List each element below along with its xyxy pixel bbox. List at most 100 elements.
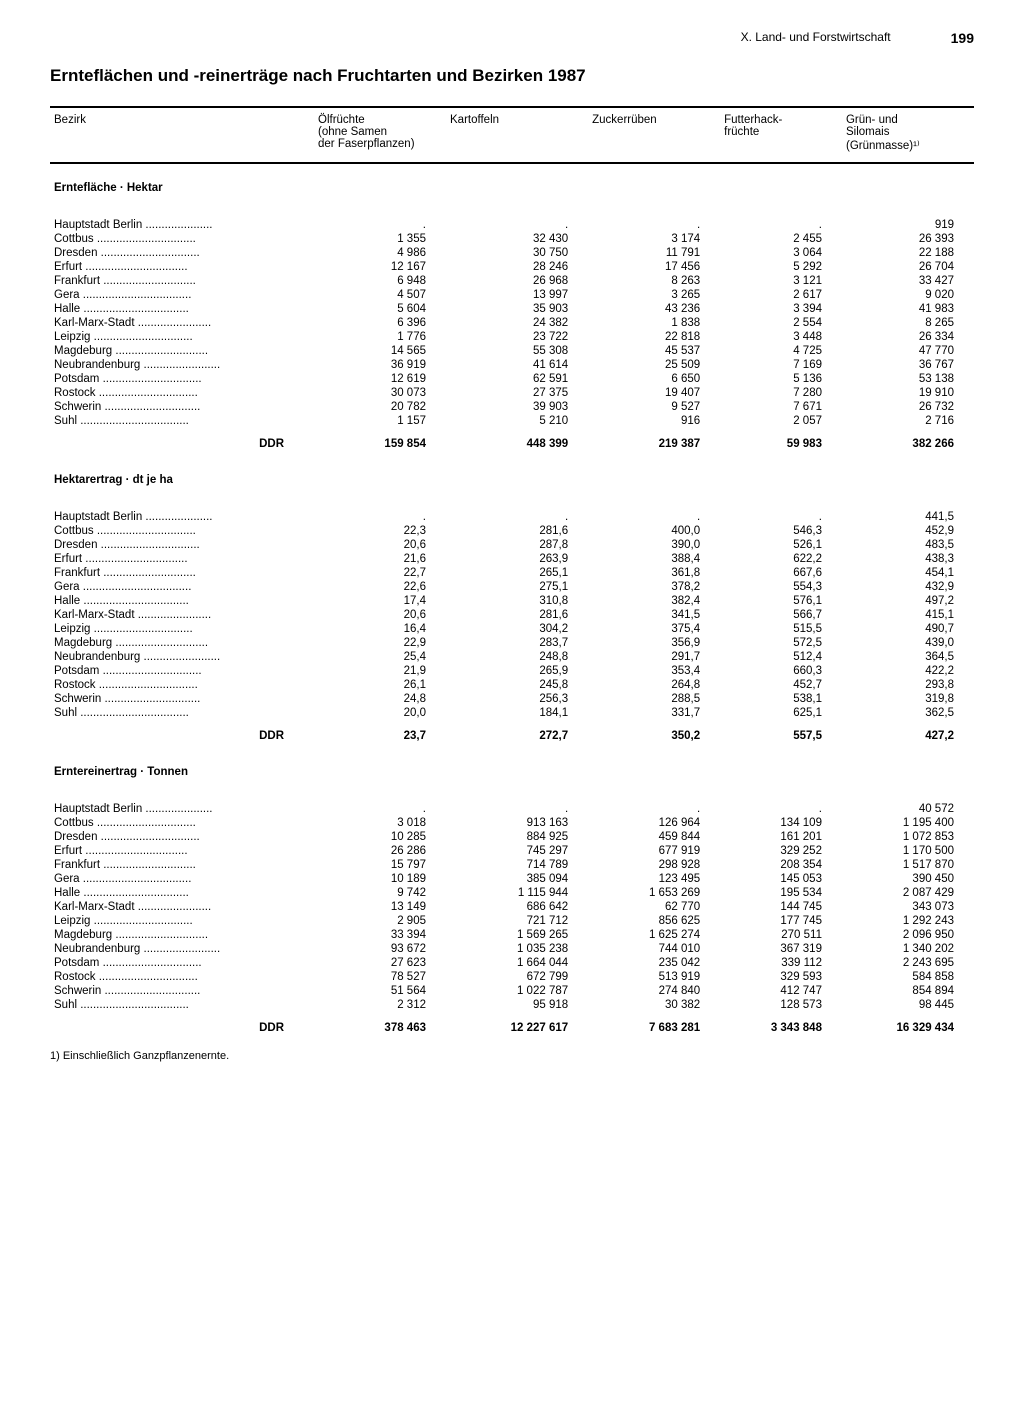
cell-value: 5 292	[720, 260, 842, 274]
cell-value: .	[446, 510, 588, 524]
cell-value: 36 767	[842, 358, 974, 372]
table-row: Suhl ..................................2…	[50, 706, 974, 720]
district-label: Potsdam ...............................	[50, 956, 314, 970]
table-row: Cottbus ...............................3…	[50, 816, 974, 830]
cell-value: 287,8	[446, 538, 588, 552]
total-value: 557,5	[720, 720, 842, 748]
cell-value: 8 265	[842, 316, 974, 330]
cell-value: 1 517 870	[842, 858, 974, 872]
cell-value: 22,3	[314, 524, 446, 538]
cell-value: 382,4	[588, 594, 720, 608]
cell-value: 343 073	[842, 900, 974, 914]
cell-value: 1 776	[314, 330, 446, 344]
cell-value: 20,6	[314, 538, 446, 552]
table-row: Halle .................................5…	[50, 302, 974, 316]
cell-value: 9 742	[314, 886, 446, 900]
cell-value: 145 053	[720, 872, 842, 886]
district-label: Dresden ...............................	[50, 830, 314, 844]
col-gruenmais: Grün- und Silomais (Grünmasse)¹⁾	[842, 107, 974, 163]
table-row: Potsdam ...............................1…	[50, 372, 974, 386]
cell-value: 281,6	[446, 608, 588, 622]
cell-value: 390 450	[842, 872, 974, 886]
table-row: Dresden ...............................2…	[50, 538, 974, 552]
cell-value: 33 427	[842, 274, 974, 288]
table-row: Neubrandenburg ........................9…	[50, 942, 974, 956]
cell-value: 45 537	[588, 344, 720, 358]
district-label: Neubrandenburg ........................	[50, 358, 314, 372]
cell-value: 304,2	[446, 622, 588, 636]
cell-value: 134 109	[720, 816, 842, 830]
cell-value: 584 858	[842, 970, 974, 984]
cell-value: .	[720, 218, 842, 232]
cell-value: 32 430	[446, 232, 588, 246]
section-title: Erntereinertrag · Tonnen	[50, 748, 974, 790]
cell-value: 41 614	[446, 358, 588, 372]
cell-value: 1 664 044	[446, 956, 588, 970]
cell-value: 483,5	[842, 538, 974, 552]
page-title: Ernteflächen und -reinerträge nach Fruch…	[50, 66, 974, 86]
cell-value: 21,6	[314, 552, 446, 566]
cell-value: 12 167	[314, 260, 446, 274]
cell-value: 16,4	[314, 622, 446, 636]
cell-value: 13 149	[314, 900, 446, 914]
cell-value: .	[588, 218, 720, 232]
cell-value: 341,5	[588, 608, 720, 622]
total-value: 16 329 434	[842, 1012, 974, 1040]
section-header: Erntereinertrag · Tonnen	[50, 748, 974, 790]
total-row: DDR23,7272,7350,2557,5427,2	[50, 720, 974, 748]
total-row: DDR378 46312 227 6177 683 2813 343 84816…	[50, 1012, 974, 1040]
section-title: Erntefläche · Hektar	[50, 163, 974, 206]
cell-value: 572,5	[720, 636, 842, 650]
cell-value: 43 236	[588, 302, 720, 316]
table-row: Cottbus ...............................2…	[50, 524, 974, 538]
cell-value: 744 010	[588, 942, 720, 956]
table-row: Hauptstadt Berlin ......................…	[50, 802, 974, 816]
table-row: Rostock ...............................3…	[50, 386, 974, 400]
cell-value: 432,9	[842, 580, 974, 594]
cell-value: 22 188	[842, 246, 974, 260]
cell-value: 412 747	[720, 984, 842, 998]
cell-value: 23 722	[446, 330, 588, 344]
district-label: Cottbus ...............................	[50, 816, 314, 830]
table-row: Dresden ...............................1…	[50, 830, 974, 844]
cell-value: 14 565	[314, 344, 446, 358]
table-row: Frankfurt .............................1…	[50, 858, 974, 872]
cell-value: 98 445	[842, 998, 974, 1012]
cell-value: 660,3	[720, 664, 842, 678]
col-oelfruechte: Ölfrüchte (ohne Samen der Faserpflanzen)	[314, 107, 446, 163]
cell-value: 235 042	[588, 956, 720, 970]
cell-value: 26 334	[842, 330, 974, 344]
total-value: 159 854	[314, 428, 446, 456]
cell-value: 2 057	[720, 414, 842, 428]
district-label: Hauptstadt Berlin .....................	[50, 218, 314, 232]
district-label: Karl-Marx-Stadt .......................	[50, 900, 314, 914]
cell-value: .	[314, 218, 446, 232]
total-value: 219 387	[588, 428, 720, 456]
cell-value: 20,6	[314, 608, 446, 622]
cell-value: 55 308	[446, 344, 588, 358]
cell-value: 62 591	[446, 372, 588, 386]
cell-value: 856 625	[588, 914, 720, 928]
cell-value: 356,9	[588, 636, 720, 650]
section-title: Hektarertrag · dt je ha	[50, 456, 974, 498]
cell-value: 53 138	[842, 372, 974, 386]
col-zuckerrueben: Zuckerrüben	[588, 107, 720, 163]
cell-value: 10 285	[314, 830, 446, 844]
col-futterhack: Futterhack- früchte	[720, 107, 842, 163]
table-row: Magdeburg .............................2…	[50, 636, 974, 650]
cell-value: 161 201	[720, 830, 842, 844]
total-value: 448 399	[446, 428, 588, 456]
cell-value: 22 818	[588, 330, 720, 344]
cell-value: 26 286	[314, 844, 446, 858]
cell-value: 677 919	[588, 844, 720, 858]
cell-value: 40 572	[842, 802, 974, 816]
cell-value: 1 355	[314, 232, 446, 246]
table-row: Frankfurt .............................6…	[50, 274, 974, 288]
cell-value: 283,7	[446, 636, 588, 650]
cell-value: 566,7	[720, 608, 842, 622]
cell-value: 319,8	[842, 692, 974, 706]
cell-value: 35 903	[446, 302, 588, 316]
district-label: Magdeburg .............................	[50, 928, 314, 942]
table-row: Suhl ..................................1…	[50, 414, 974, 428]
table-row: Potsdam ...............................2…	[50, 664, 974, 678]
